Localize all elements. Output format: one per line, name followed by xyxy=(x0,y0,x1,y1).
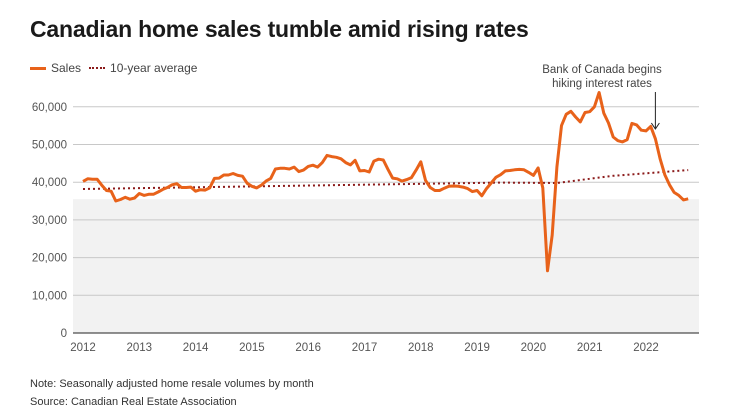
legend-average-swatch xyxy=(89,67,106,69)
y-tick-label: 40,000 xyxy=(32,177,67,189)
annotation: Bank of Canada begins hiking interest ra… xyxy=(542,64,662,130)
x-tick-label: 2022 xyxy=(633,342,659,354)
x-axis-ticks: 2012 2013 2014 2015 2016 2017 2018 2019 2020 2021… xyxy=(70,342,659,354)
x-tick-label: 2014 xyxy=(183,342,209,354)
x-tick-label: 2016 xyxy=(295,342,321,354)
series-sales xyxy=(82,91,689,273)
legend-average-label: 10-year average xyxy=(110,61,198,75)
note-text: Note: Seasonally adjusted home resale vo… xyxy=(30,378,314,390)
x-tick-label: 2017 xyxy=(352,342,378,354)
annotation-line-1: Bank of Canada begins xyxy=(542,64,662,76)
source-text: Source: Canadian Real Estate Association xyxy=(30,396,237,408)
annotation-arrowhead xyxy=(650,122,660,130)
y-tick-label: 50,000 xyxy=(32,140,67,152)
x-tick-label: 2020 xyxy=(521,342,547,354)
y-tick-label: 20,000 xyxy=(32,253,67,265)
x-tick-label: 2018 xyxy=(408,342,434,354)
y-tick-label: 0 xyxy=(61,328,67,340)
x-tick-label: 2015 xyxy=(239,342,265,354)
legend-sales-swatch xyxy=(30,66,46,70)
shaded-band xyxy=(73,199,699,333)
y-tick-label: 10,000 xyxy=(32,290,67,302)
x-tick-label: 2019 xyxy=(464,342,490,354)
y-axis-ticks: 0 10,000 20,000 30,000 40,000 50,000 60,000 xyxy=(32,102,67,340)
legend-sales-label: Sales xyxy=(51,61,82,75)
annotation-line-2: hiking interest rates xyxy=(552,78,652,90)
legend: Sales 10-year average xyxy=(30,61,197,75)
y-tick-label: 60,000 xyxy=(32,102,67,114)
x-tick-label: 2012 xyxy=(70,342,96,354)
x-tick-label: 2021 xyxy=(577,342,603,354)
series-10-year-average xyxy=(82,169,689,190)
x-tick-label: 2013 xyxy=(127,342,153,354)
chart-title: Canadian home sales tumble amid rising r… xyxy=(30,16,529,42)
y-tick-label: 30,000 xyxy=(32,215,67,227)
